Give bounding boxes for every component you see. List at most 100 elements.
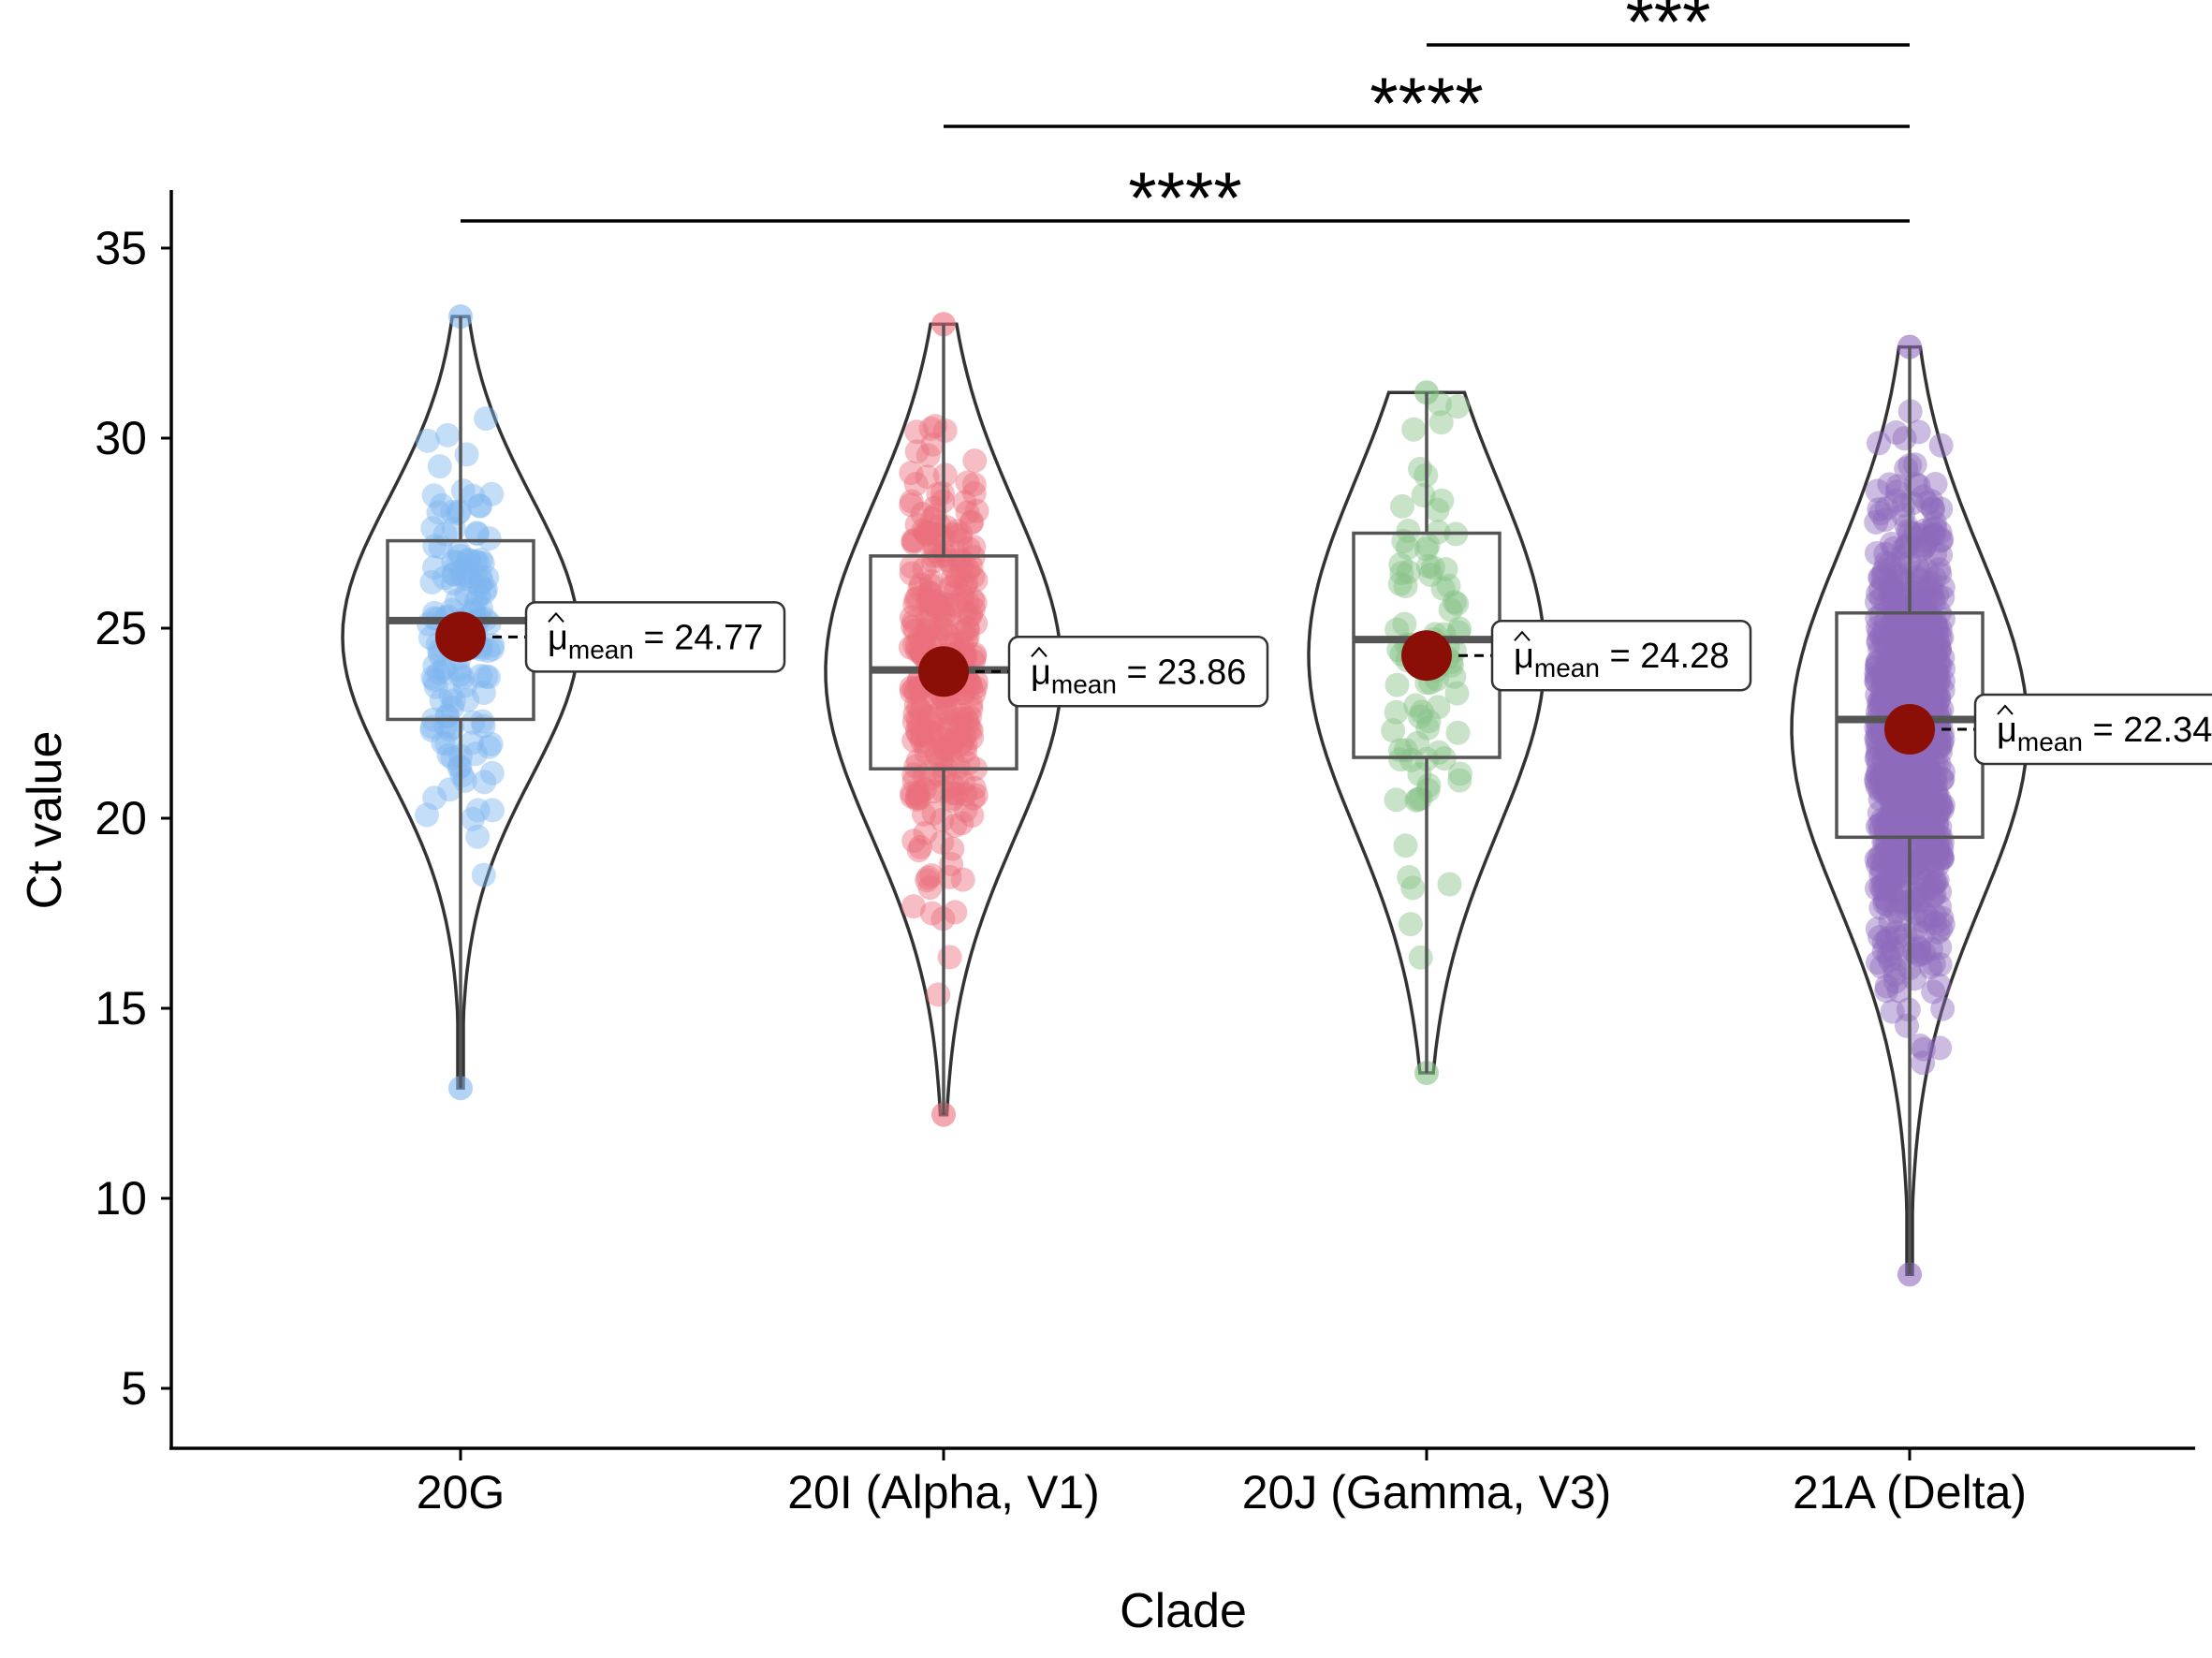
data-point bbox=[941, 522, 966, 548]
data-point bbox=[1923, 472, 1948, 496]
data-point bbox=[933, 612, 959, 638]
data-point bbox=[1879, 866, 1904, 890]
data-point bbox=[1916, 756, 1941, 782]
data-point bbox=[1879, 665, 1904, 690]
mean-hat bbox=[1997, 704, 2014, 715]
data-point bbox=[479, 481, 505, 506]
data-point bbox=[1930, 645, 1956, 670]
data-point bbox=[1865, 731, 1890, 756]
data-point bbox=[1895, 615, 1920, 639]
data-point bbox=[1895, 605, 1920, 630]
data-point bbox=[1927, 625, 1953, 651]
data-point bbox=[1924, 614, 1949, 639]
data-point bbox=[1868, 577, 1893, 602]
data-point bbox=[950, 619, 975, 644]
data-point bbox=[1871, 685, 1896, 711]
data-point bbox=[1869, 679, 1895, 704]
data-point bbox=[1908, 1034, 1933, 1058]
data-point bbox=[926, 982, 951, 1007]
data-point bbox=[1917, 525, 1942, 550]
data-point bbox=[429, 492, 454, 518]
data-point bbox=[1926, 800, 1951, 826]
data-point bbox=[1919, 625, 1944, 650]
data-point bbox=[1869, 624, 1895, 648]
data-point bbox=[1384, 699, 1409, 725]
data-point bbox=[1918, 800, 1943, 825]
data-point bbox=[915, 464, 940, 490]
data-point bbox=[1882, 962, 1908, 988]
data-point bbox=[1867, 497, 1892, 522]
data-point bbox=[1911, 883, 1936, 908]
data-point bbox=[918, 591, 944, 615]
data-point bbox=[1889, 668, 1914, 693]
data-point bbox=[1878, 569, 1903, 594]
data-point bbox=[1889, 749, 1914, 773]
data-point bbox=[1880, 937, 1905, 962]
data-point bbox=[1901, 643, 1926, 668]
data-point bbox=[1922, 565, 1947, 591]
data-point bbox=[960, 596, 986, 622]
data-point bbox=[1902, 681, 1927, 706]
data-point bbox=[1881, 808, 1906, 833]
data-point bbox=[1871, 672, 1897, 697]
data-point bbox=[1428, 410, 1454, 435]
y-tick-label: 15 bbox=[95, 982, 147, 1034]
data-point bbox=[941, 785, 966, 811]
data-point bbox=[1414, 536, 1439, 562]
data-point bbox=[1896, 680, 1921, 705]
data-point bbox=[916, 719, 941, 744]
data-point bbox=[1865, 741, 1890, 766]
data-point bbox=[1870, 872, 1896, 897]
data-point bbox=[438, 682, 463, 708]
data-point bbox=[1881, 751, 1906, 776]
data-point bbox=[1913, 638, 1939, 663]
data-point bbox=[919, 863, 945, 888]
data-point bbox=[437, 717, 462, 742]
data-point bbox=[936, 732, 961, 757]
data-point bbox=[1928, 794, 1954, 819]
data-point bbox=[1871, 558, 1897, 583]
data-point bbox=[1867, 621, 1892, 645]
data-point bbox=[1872, 891, 1897, 916]
data-point bbox=[1908, 588, 1933, 613]
data-point bbox=[1914, 639, 1940, 665]
data-point bbox=[460, 806, 485, 831]
data-point bbox=[433, 660, 459, 685]
data-point bbox=[1447, 761, 1472, 786]
data-point bbox=[1864, 664, 1889, 689]
data-point bbox=[1895, 799, 1920, 824]
data-point bbox=[1871, 930, 1897, 955]
data-point bbox=[422, 653, 447, 679]
data-point bbox=[937, 602, 962, 627]
data-point bbox=[1899, 771, 1925, 797]
data-point bbox=[1895, 675, 1920, 700]
data-point bbox=[1927, 952, 1953, 977]
data-point bbox=[935, 692, 960, 717]
data-point bbox=[1876, 760, 1901, 785]
data-point bbox=[921, 800, 946, 826]
data-point bbox=[1914, 682, 1940, 708]
data-point bbox=[1868, 687, 1893, 712]
significance-label: **** bbox=[1370, 62, 1483, 144]
data-point bbox=[1881, 803, 1906, 828]
data-point bbox=[1919, 489, 1944, 514]
y-tick-label: 10 bbox=[95, 1172, 147, 1225]
data-point bbox=[1896, 766, 1921, 791]
data-point bbox=[943, 580, 968, 605]
data-point bbox=[904, 787, 930, 812]
data-point bbox=[1894, 456, 1919, 481]
data-point bbox=[1912, 533, 1938, 558]
data-point bbox=[962, 590, 988, 615]
data-point bbox=[963, 610, 989, 636]
data-point bbox=[1878, 869, 1903, 894]
data-point bbox=[415, 428, 440, 453]
data-point bbox=[1888, 808, 1913, 833]
data-point bbox=[935, 716, 960, 741]
data-point bbox=[1902, 452, 1927, 477]
data-point bbox=[1392, 611, 1417, 637]
mean-label: μmean = 22.34 bbox=[1997, 711, 2212, 756]
data-point bbox=[1886, 685, 1912, 711]
data-point bbox=[1907, 559, 1932, 584]
data-point bbox=[1890, 652, 1915, 676]
mean-hat bbox=[1031, 646, 1047, 657]
